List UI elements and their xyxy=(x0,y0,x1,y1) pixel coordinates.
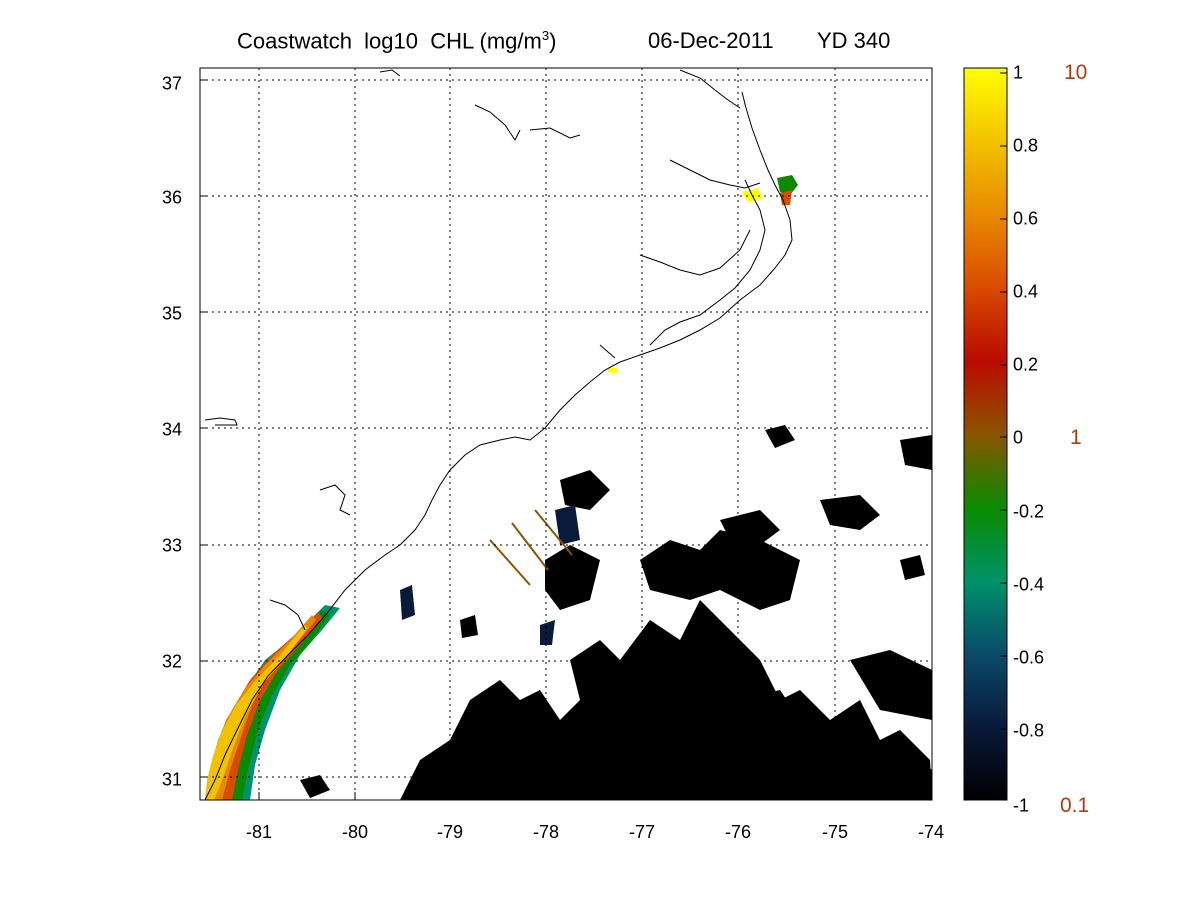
title-suffix: ) xyxy=(549,28,557,54)
x-tick-label: -80 xyxy=(341,822,369,842)
colorbar-tick-label: -1 xyxy=(1013,795,1030,816)
coastline xyxy=(204,69,793,801)
chlorophyll-low-patches xyxy=(300,425,932,800)
x-tick-label: -78 xyxy=(532,822,560,842)
x-tick-label: -75 xyxy=(821,822,849,842)
title-superscript: 3 xyxy=(541,28,550,43)
colorbar-tick-label: 0 xyxy=(1013,427,1024,448)
y-tick-label: 33 xyxy=(162,535,183,556)
y-tick-label: 36 xyxy=(162,187,183,208)
colorbar-tick-label: 0.8 xyxy=(1013,135,1039,156)
y-tick-label: 34 xyxy=(162,419,183,440)
y-tick-label: 37 xyxy=(162,73,183,94)
x-tick-label: -77 xyxy=(628,822,656,842)
colorbar-linear-label: 10 xyxy=(1064,61,1088,84)
colorbar-tick-marks xyxy=(1000,72,1007,801)
colorbar-tick-label: -0.2 xyxy=(1013,501,1045,522)
chlorophyll-mid-low-patches xyxy=(400,505,580,645)
map-frame xyxy=(199,67,933,801)
map-grid xyxy=(200,68,932,800)
y-tick-label: 31 xyxy=(162,769,183,790)
colorbar xyxy=(963,67,1008,801)
x-tick-label: -81 xyxy=(245,822,273,842)
colorbar-tick-label: 0.4 xyxy=(1013,281,1039,302)
map-plot xyxy=(199,67,933,801)
x-tick-label: -76 xyxy=(724,822,752,842)
colorbar-tick-label: 0.6 xyxy=(1013,208,1039,229)
map-yearday: YD 340 xyxy=(817,28,891,53)
x-tick-label: -74 xyxy=(917,822,945,842)
chlorophyll-coastal-band xyxy=(205,605,340,800)
chlorophyll-outer-banks xyxy=(608,175,798,373)
map-tick-marks xyxy=(200,79,932,800)
map-title: Coastwatch log10 CHL (mg/m3) xyxy=(237,28,556,54)
y-tick-label: 35 xyxy=(162,303,183,324)
colorbar-tick-label: -0.4 xyxy=(1013,574,1045,595)
colorbar-tick-label: -0.6 xyxy=(1013,647,1045,668)
y-tick-label: 32 xyxy=(162,651,183,672)
colorbar-gradient xyxy=(963,67,1008,801)
colorbar-tick-label: 0.2 xyxy=(1013,354,1039,375)
colorbar-tick-label: 1 xyxy=(1013,62,1024,83)
colorbar-tick-label: -0.8 xyxy=(1013,720,1045,741)
cruise-tracks xyxy=(489,509,573,586)
title-text: Coastwatch log10 CHL (mg/m xyxy=(237,28,542,54)
x-tick-label: -79 xyxy=(436,822,464,842)
map-date: 06-Dec-2011 xyxy=(648,28,774,53)
colorbar-linear-label: 0.1 xyxy=(1060,794,1090,817)
colorbar-linear-label: 1 xyxy=(1070,426,1082,449)
